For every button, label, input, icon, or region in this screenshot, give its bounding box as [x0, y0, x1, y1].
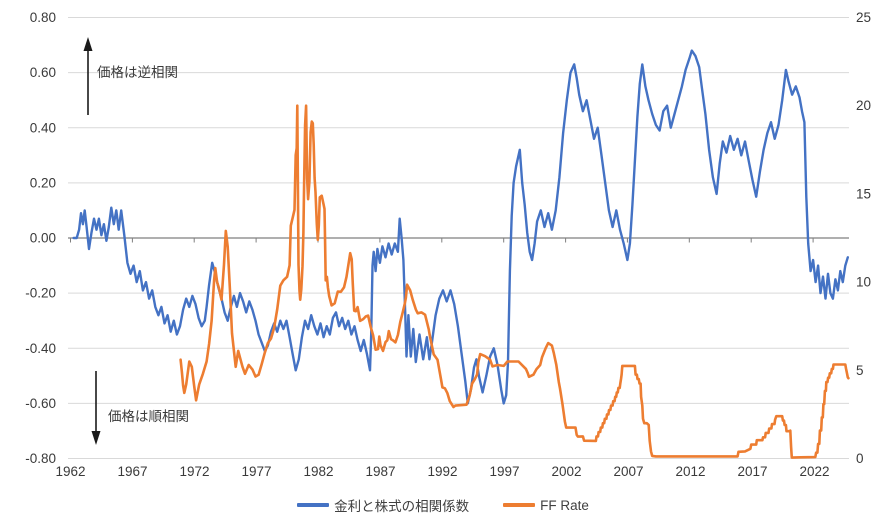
x-tick: 1962 [55, 464, 85, 479]
legend-item-correlation: 金利と株式の相関係数 [297, 495, 469, 515]
x-axis-ticks [70, 238, 814, 243]
plot-area: 0.80 0.60 0.40 0.20 0.00 -0.20 -0.40 -0.… [25, 10, 871, 479]
y-left-tick: -0.40 [25, 341, 56, 356]
annotation-positive-correlation: 価格は順相関 [91, 371, 189, 445]
y-axis-left-labels: 0.80 0.60 0.40 0.20 0.00 -0.20 -0.40 -0.… [25, 10, 56, 466]
x-tick: 1977 [241, 464, 271, 479]
positive-correlation-label: 価格は順相関 [108, 409, 189, 424]
x-axis-labels: 1962 1967 1972 1977 1982 1987 1992 1997 … [55, 464, 829, 479]
ffrate-swatch-icon [503, 503, 536, 507]
x-tick: 2017 [737, 464, 767, 479]
y-left-tick: 0.00 [30, 231, 56, 246]
x-tick: 1972 [179, 464, 209, 479]
x-tick: 2012 [675, 464, 705, 479]
legend-item-ffrate: FF Rate [503, 498, 589, 513]
y-left-tick: 0.80 [30, 10, 56, 25]
x-tick: 2022 [799, 464, 829, 479]
x-tick: 1997 [489, 464, 519, 479]
inverse-correlation-label: 価格は逆相関 [97, 65, 178, 80]
ff-rate-line [179, 104, 850, 459]
y-right-tick: 10 [856, 275, 871, 290]
x-tick: 1982 [303, 464, 333, 479]
legend-ffrate-label: FF Rate [540, 497, 589, 513]
x-tick: 1967 [117, 464, 147, 479]
y-left-tick: -0.80 [25, 451, 56, 466]
up-arrow-head-icon [83, 37, 93, 51]
y-left-tick: -0.20 [25, 286, 56, 301]
correlation-line [72, 49, 849, 405]
y-right-tick: 15 [856, 186, 871, 201]
y-left-tick: 0.20 [30, 175, 56, 190]
x-tick: 2002 [551, 464, 581, 479]
x-tick: 1987 [365, 464, 395, 479]
annotation-inverse-correlation: 価格は逆相関 [83, 37, 178, 115]
y-left-tick: 0.40 [30, 120, 56, 135]
y-right-tick: 5 [856, 363, 864, 378]
y-left-tick: -0.60 [25, 396, 56, 411]
down-arrow-head-icon [91, 431, 101, 445]
y-axis-right-labels: 25 20 15 10 5 0 [856, 10, 871, 466]
x-tick: 2007 [613, 464, 643, 479]
gridlines [68, 17, 849, 459]
y-right-tick: 0 [856, 451, 864, 466]
x-tick: 1992 [427, 464, 457, 479]
y-right-tick: 20 [856, 98, 871, 113]
y-left-tick: 0.60 [30, 65, 56, 80]
legend-correlation-label: 金利と株式の相関係数 [334, 499, 470, 514]
legend: 金利と株式の相関係数 FF Rate [0, 495, 886, 515]
correlation-swatch-icon [297, 503, 330, 507]
y-right-tick: 25 [856, 10, 871, 25]
